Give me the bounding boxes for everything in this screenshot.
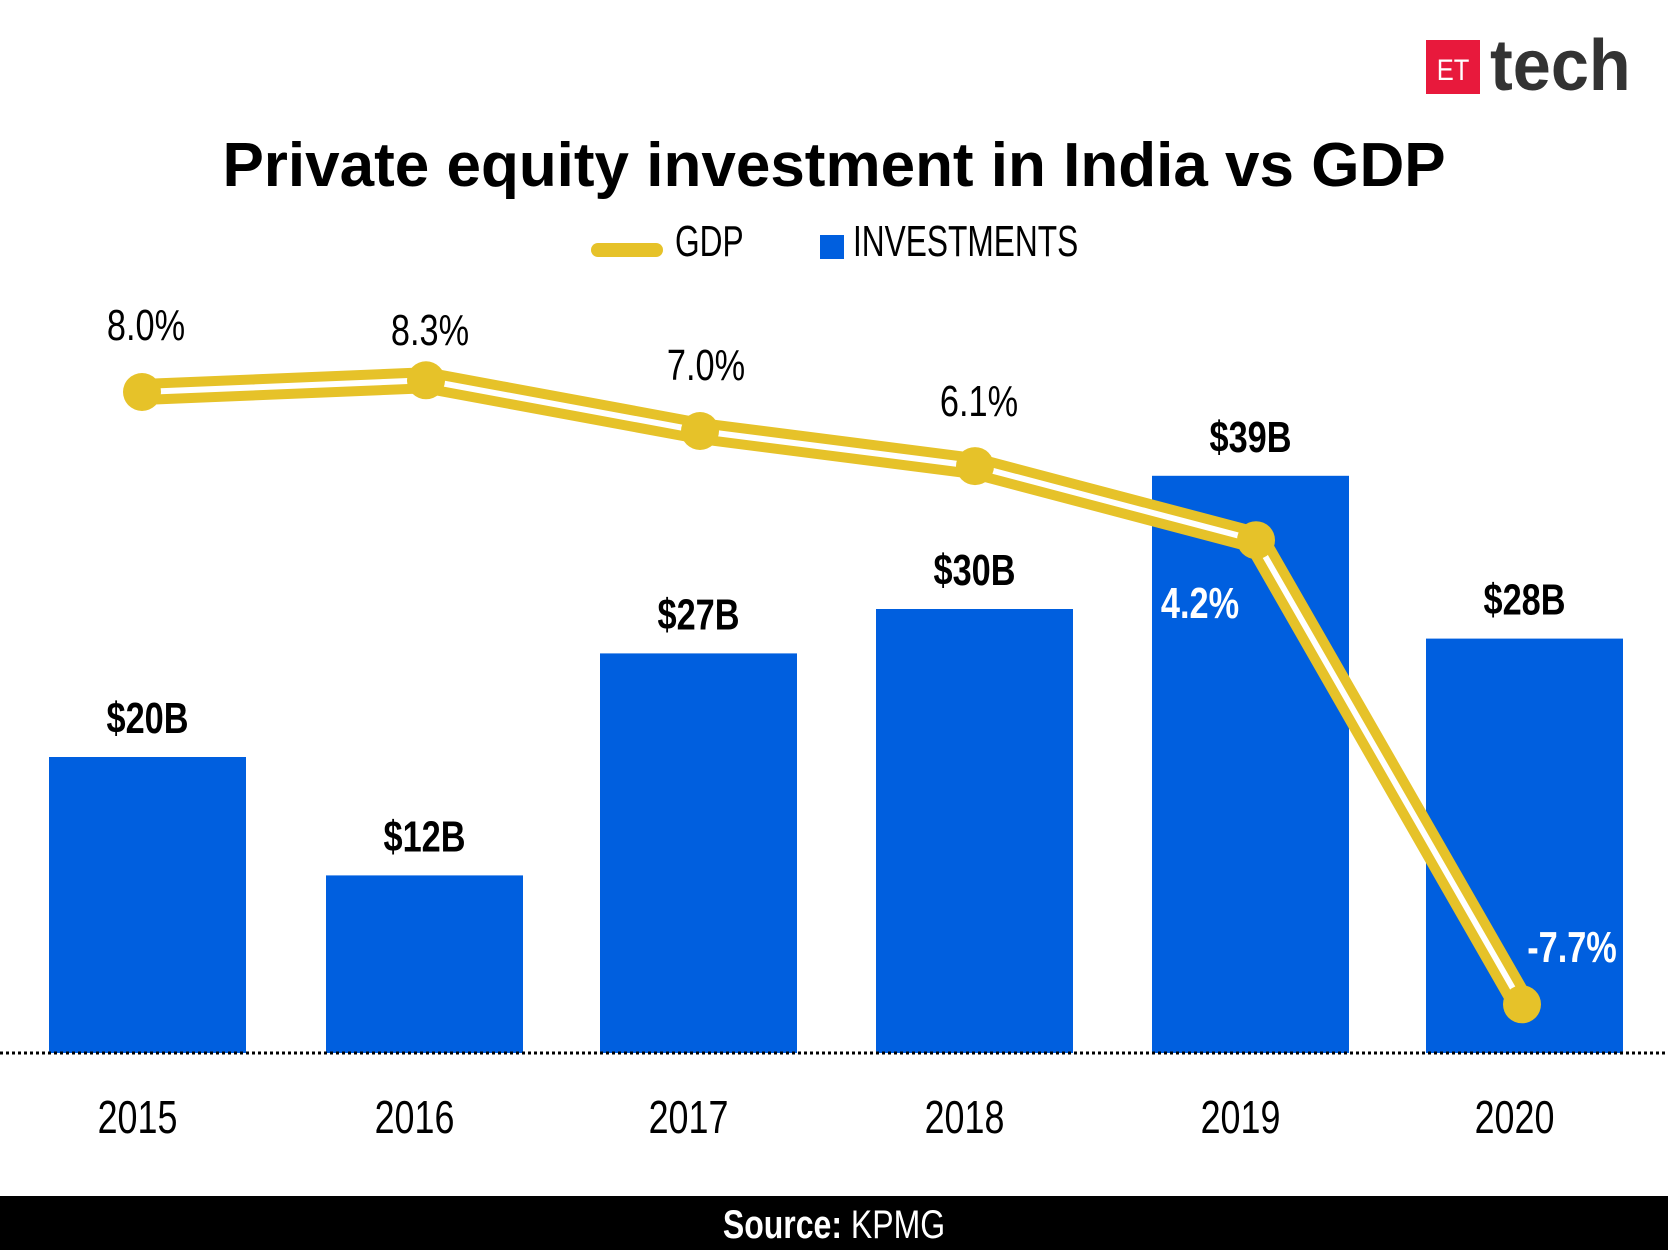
legend-investments-swatch: [820, 235, 844, 259]
x-tick-2018: 2018: [925, 1092, 1005, 1143]
bar-label-2018: $30B: [933, 546, 1015, 595]
bar-label-2017: $27B: [657, 590, 739, 639]
bar-2015: [49, 757, 246, 1053]
gdp-point-2017: [681, 412, 719, 450]
x-tick-2016: 2016: [375, 1092, 455, 1143]
bar-label-2019: $39B: [1209, 413, 1291, 462]
gdp-point-2020: [1503, 985, 1541, 1024]
logo-box: [1426, 40, 1480, 94]
legend-investments-label: INVESTMENTS: [853, 217, 1078, 266]
legend-gdp-label: GDP: [675, 217, 744, 266]
gdp-label-2015: 8.0%: [107, 301, 185, 350]
source-value: KPMG: [851, 1202, 945, 1247]
bar-label-2020: $28B: [1483, 576, 1565, 625]
x-tick-2017: 2017: [649, 1092, 729, 1143]
gdp-line-inner: [141, 377, 1525, 1006]
bar-2016: [326, 875, 523, 1053]
bar-2017: [600, 653, 797, 1053]
gdp-label-2020: -7.7%: [1527, 923, 1617, 972]
x-tick-2019: 2019: [1201, 1092, 1281, 1143]
logo-box-text: ET: [1437, 53, 1470, 86]
gdp-label-2017: 7.0%: [667, 341, 745, 390]
bar-2019: [1152, 475, 1349, 1053]
x-tick-2015: 2015: [98, 1092, 178, 1143]
gdp-point-2019: [1237, 521, 1275, 560]
bar-2018: [876, 609, 1073, 1053]
bar-label-2016: $12B: [383, 812, 465, 861]
source-text: Source: KPMG: [723, 1202, 945, 1247]
gdp-label-2019: 4.2%: [1161, 579, 1239, 628]
bar-label-2015: $20B: [106, 694, 188, 743]
source-bar: [0, 1196, 1668, 1250]
chart-title: Private equity investment in India vs GD…: [222, 131, 1445, 200]
logo-word: tech: [1490, 24, 1631, 105]
gdp-label-2016: 8.3%: [391, 306, 469, 355]
x-tick-2020: 2020: [1475, 1092, 1555, 1143]
gdp-point-2015: [123, 373, 161, 411]
gdp-point-2016: [407, 361, 445, 400]
gdp-point-2018: [956, 447, 994, 486]
source-label: Source:: [723, 1202, 851, 1247]
gdp-label-2018: 6.1%: [940, 377, 1018, 426]
